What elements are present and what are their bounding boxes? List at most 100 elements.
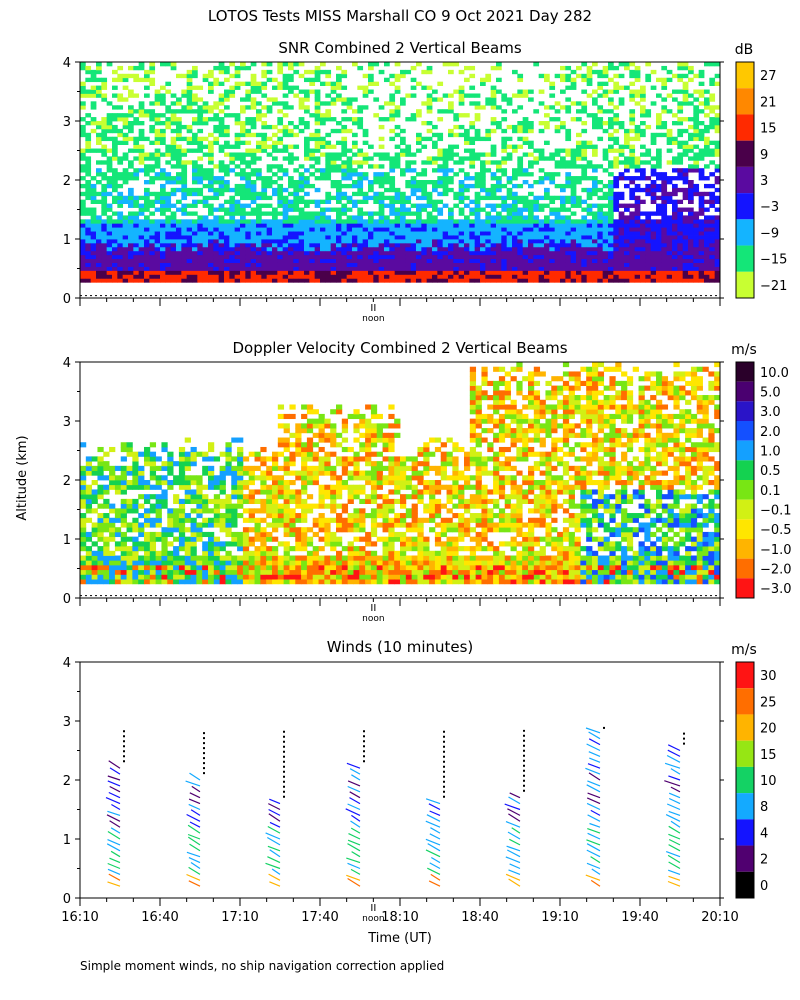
doppler-cell xyxy=(155,465,162,471)
snr-cell xyxy=(474,211,481,216)
snr-cell xyxy=(282,258,289,263)
snr-cell xyxy=(677,235,684,240)
snr-cell xyxy=(229,160,236,165)
snr-cell xyxy=(586,191,593,197)
snr-cell xyxy=(138,101,145,106)
snr-cell xyxy=(677,254,684,260)
doppler-cell xyxy=(97,560,104,566)
snr-cell xyxy=(389,262,396,267)
snr-cell xyxy=(400,97,406,102)
snr-cell xyxy=(309,270,316,275)
snr-cell xyxy=(213,274,220,279)
snr-cell xyxy=(154,231,161,236)
snr-cell xyxy=(165,148,172,153)
snr-cell xyxy=(122,180,129,185)
snr-cell xyxy=(250,270,257,275)
snr-cell xyxy=(693,242,700,248)
snr-cell xyxy=(85,227,92,232)
snr-cell xyxy=(106,254,113,260)
snr-cell xyxy=(330,128,337,134)
snr-cell xyxy=(544,187,550,193)
snr-cell xyxy=(389,183,396,189)
snr-cell xyxy=(101,144,108,149)
snr-cell xyxy=(160,93,166,98)
snr-cell xyxy=(592,262,598,267)
snr-cell xyxy=(261,62,268,67)
snr-cell xyxy=(154,117,161,122)
doppler-cell xyxy=(126,574,133,580)
doppler-cell xyxy=(202,451,209,457)
snr-cell xyxy=(613,274,620,279)
snr-cell xyxy=(517,231,524,236)
snr-cell xyxy=(624,164,630,169)
snr-cell xyxy=(640,211,646,216)
snr-cell xyxy=(693,132,700,138)
snr-cell xyxy=(677,262,684,267)
snr-cell xyxy=(266,180,273,185)
snr-cell xyxy=(202,274,209,279)
snr-cell xyxy=(405,164,412,169)
snr-cell xyxy=(154,207,161,212)
snr-cell xyxy=(357,242,364,248)
snr-cell xyxy=(234,132,241,138)
snr-cell xyxy=(410,85,417,90)
snr-cell xyxy=(389,168,396,173)
snr-cell xyxy=(170,250,177,256)
doppler-cell xyxy=(184,564,191,571)
snr-cell xyxy=(714,187,721,193)
snr-cell xyxy=(96,191,102,197)
snr-cell xyxy=(154,140,161,145)
snr-cell xyxy=(213,113,220,118)
snr-cell xyxy=(485,191,492,197)
snr-cell xyxy=(613,239,620,244)
doppler-cell xyxy=(149,465,157,471)
snr-cell xyxy=(522,207,529,212)
snr-cell xyxy=(309,156,316,161)
snr-cell xyxy=(362,105,369,110)
doppler-cell xyxy=(109,574,116,580)
snr-cell xyxy=(538,242,545,248)
snr-cell xyxy=(80,93,86,98)
snr-cell xyxy=(101,219,108,224)
snr-cell xyxy=(250,235,257,240)
snr-cell xyxy=(709,215,716,220)
doppler-cell xyxy=(138,465,145,471)
snr-cell xyxy=(197,156,204,161)
snr-cell xyxy=(714,180,721,185)
snr-cell xyxy=(693,223,700,228)
snr-cell xyxy=(240,223,246,228)
snr-cell xyxy=(458,266,465,271)
snr-cell xyxy=(672,254,678,260)
snr-cell xyxy=(378,183,385,189)
snr-cell xyxy=(202,172,209,177)
snr-cell xyxy=(101,77,108,83)
snr-cell xyxy=(293,195,300,201)
snr-cell xyxy=(421,195,428,201)
snr-cell xyxy=(341,231,348,236)
snr-cell xyxy=(528,239,534,244)
snr-cell xyxy=(405,250,412,256)
snr-cell xyxy=(90,246,97,252)
snr-cell xyxy=(176,160,182,165)
snr-cell xyxy=(698,109,705,114)
snr-cell xyxy=(426,121,433,126)
snr-cell xyxy=(490,215,497,220)
snr-cell xyxy=(330,254,337,260)
doppler-cell xyxy=(208,480,215,486)
snr-cell xyxy=(96,89,102,94)
snr-cell xyxy=(714,81,721,86)
snr-cell xyxy=(314,101,321,106)
snr-cell xyxy=(277,250,284,256)
doppler-cell xyxy=(132,564,139,571)
snr-cell xyxy=(176,242,182,248)
snr-cell xyxy=(256,215,262,220)
snr-cell xyxy=(693,183,700,189)
snr-cell xyxy=(592,250,598,256)
snr-cell xyxy=(384,195,390,201)
snr-cell xyxy=(192,172,198,177)
snr-cell xyxy=(464,77,470,83)
snr-cell xyxy=(357,160,364,165)
snr-cell xyxy=(458,195,465,201)
snr-cell xyxy=(330,164,337,169)
snr-cell xyxy=(629,152,636,157)
